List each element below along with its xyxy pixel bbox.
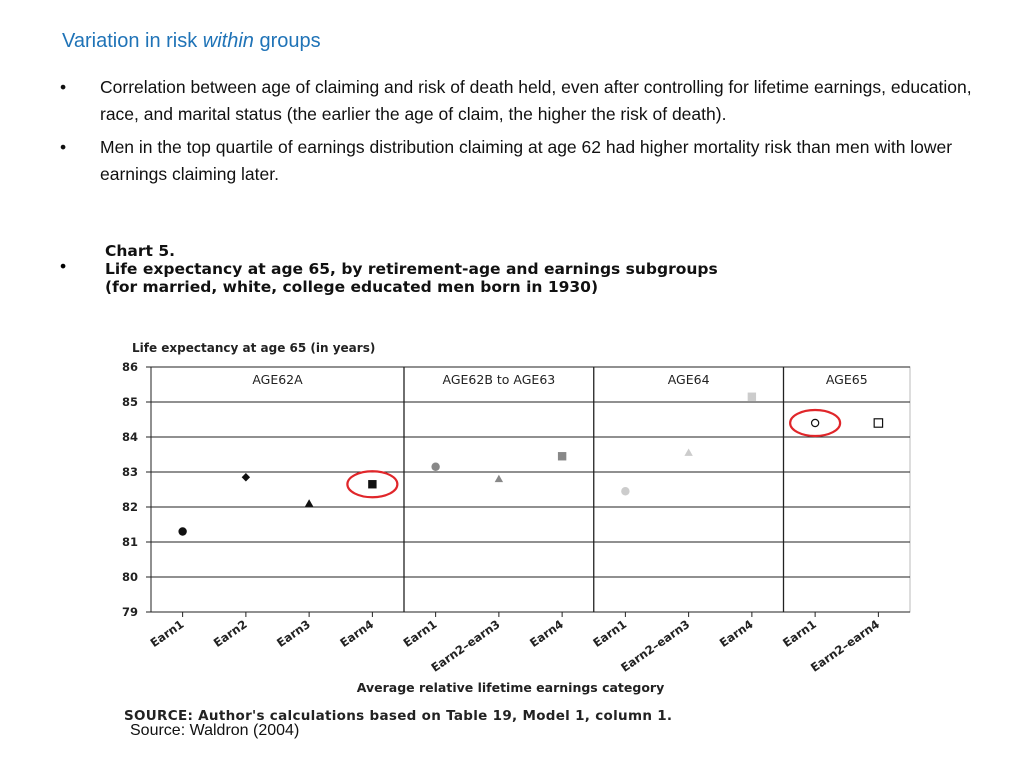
y-tick-label: 86 [122,360,138,374]
chart-heading: Chart 5. Life expectancy at age 65, by r… [105,242,718,296]
data-point [621,487,630,496]
data-point [747,392,757,401]
x-tick-label: Earn4 [527,617,566,650]
x-tick-label: Earn2–earn4 [808,617,882,675]
plot-frame [150,366,911,613]
x-tick-label: Earn1 [780,617,819,650]
slide-source-caption: Source: Waldron (2004) [130,722,300,739]
chart-source-note: SOURCE: Author's calculations based on T… [124,708,673,724]
chart-title: Life expectancy at age 65, by retirement… [105,260,718,278]
y-tick-label: 80 [122,570,138,584]
data-point [494,474,504,483]
data-point [368,480,377,489]
title-suffix: groups [253,30,321,52]
bullet-text: Men in the top quartile of earnings dist… [100,137,953,184]
y-tick-label: 79 [122,605,138,619]
x-tick-label: Earn2–earn3 [618,617,692,675]
group-label: AGE64 [668,372,710,387]
x-tick-label: Earn1 [590,617,629,650]
data-point [557,452,567,461]
bullet-list: • Correlation between age of claiming and… [60,74,980,194]
bullet-item: • Correlation between age of claiming and… [60,74,980,128]
x-tick-label: Earn4 [717,617,756,650]
scatter-chart: Life expectancy at age 65 (in years) 79 80… [122,341,911,695]
x-tick-label: Earn4 [337,617,376,650]
chart-label: Chart 5. [105,242,175,260]
y-tick-label: 82 [122,500,138,514]
highlight-ring [789,408,842,438]
data-point [304,499,314,507]
x-tick-label: Earn1 [148,617,187,650]
x-tick-label: Earn2–earn3 [428,617,502,675]
y-tick-label: 84 [122,430,138,444]
group-label: AGE65 [826,372,868,387]
x-tick-label: Earn1 [401,617,440,650]
title-emphasis: within [202,30,254,52]
data-point [684,448,693,456]
highlight-ring [346,470,399,499]
y-tick-label: 81 [122,535,138,549]
group-label: AGE62A [252,372,303,387]
empty-bullet-glyph: • [60,256,67,276]
x-tick-label: Earn3 [274,617,313,650]
chart-subtitle: (for married, white, college educated me… [105,278,599,296]
bullet-glyph: • [60,137,67,157]
data-point [810,418,820,428]
x-tick-label: Earn2 [211,617,250,650]
bullet-glyph: • [60,77,67,97]
bullet-text: Correlation between age of claiming and … [100,77,972,124]
y-axis-title: Life expectancy at age 65 (in years) [132,341,375,355]
data-point [178,527,187,536]
y-tick-label: 83 [122,465,138,479]
data-point [241,473,251,482]
bullet-item: • Men in the top quartile of earnings dis… [60,134,980,188]
slide-title: Variation in risk within groups [62,30,321,53]
title-prefix: Variation in risk [62,30,203,52]
y-tick-label: 85 [122,395,138,409]
group-label: AGE62B to AGE63 [443,372,556,387]
data-point [873,418,884,428]
x-axis-title: Average relative lifetime earnings categ… [357,680,664,695]
data-point [431,462,440,471]
